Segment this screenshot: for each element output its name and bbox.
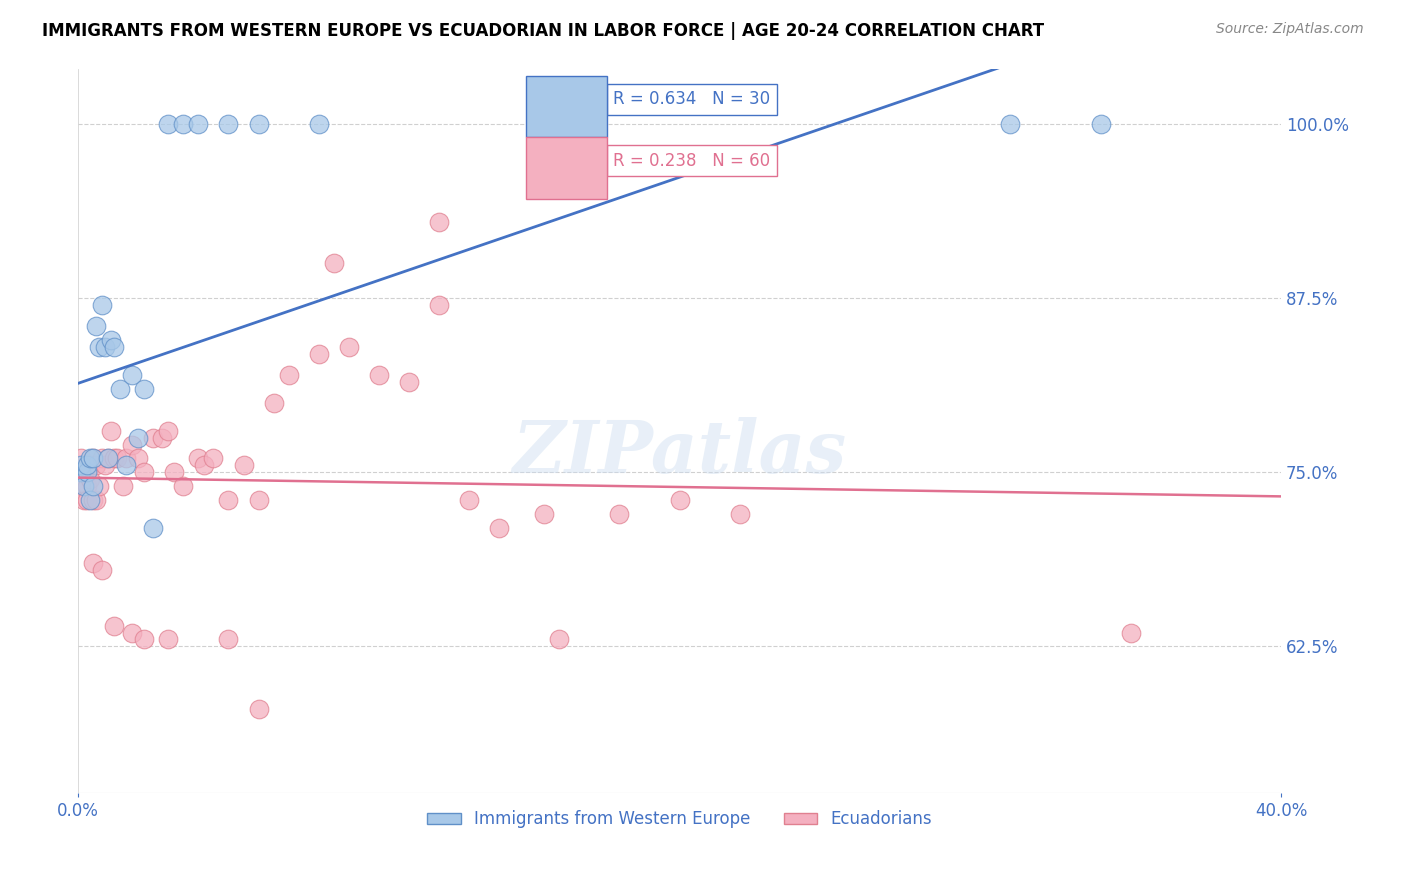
Text: ZIPatlas: ZIPatlas [512, 417, 846, 488]
Point [89, 479, 111, 493]
Point [94, 340, 117, 354]
Point [232, 458, 254, 473]
Point [263, 395, 285, 409]
Point [70, 451, 93, 466]
Text: Source: ZipAtlas.com: Source: ZipAtlas.com [1216, 22, 1364, 37]
Point [84, 319, 107, 334]
Point [488, 521, 510, 535]
Point [82, 479, 104, 493]
Point [82, 556, 104, 570]
FancyBboxPatch shape [526, 76, 607, 137]
Point [91, 451, 114, 466]
Point [163, 466, 186, 480]
Point [115, 451, 138, 466]
Point [187, 451, 209, 466]
Point [217, 632, 239, 647]
Point [73, 479, 96, 493]
Point [308, 117, 330, 131]
Point [103, 340, 125, 354]
Point [70, 479, 93, 493]
Point [533, 507, 555, 521]
Point [202, 451, 225, 466]
Point [73, 466, 96, 480]
Point [103, 618, 125, 632]
Point [728, 507, 751, 521]
Point [134, 382, 156, 396]
Point [1000, 117, 1022, 131]
Point [76, 479, 98, 493]
Point [82, 451, 104, 466]
Point [127, 451, 149, 466]
Point [79, 493, 101, 508]
Point [134, 466, 156, 480]
Point [79, 458, 101, 473]
Point [609, 507, 631, 521]
Point [127, 431, 149, 445]
Point [91, 298, 114, 312]
Point [70, 458, 93, 473]
Point [70, 466, 93, 480]
Point [150, 431, 173, 445]
Point [91, 563, 114, 577]
Point [103, 451, 125, 466]
Point [97, 451, 120, 466]
Point [427, 298, 450, 312]
Point [277, 368, 299, 382]
Point [76, 458, 98, 473]
Point [73, 493, 96, 508]
Point [322, 256, 344, 270]
FancyBboxPatch shape [526, 137, 607, 199]
Point [548, 632, 571, 647]
Point [157, 117, 180, 131]
Point [157, 632, 180, 647]
Text: R = 0.634   N = 30: R = 0.634 N = 30 [613, 90, 770, 108]
Point [247, 493, 270, 508]
Point [172, 117, 194, 131]
Point [217, 117, 239, 131]
Point [157, 424, 180, 438]
Point [1119, 625, 1142, 640]
Point [110, 382, 132, 396]
Point [115, 458, 138, 473]
Point [217, 493, 239, 508]
Point [100, 333, 122, 347]
Point [79, 451, 101, 466]
Point [308, 347, 330, 361]
Point [367, 368, 389, 382]
Point [668, 493, 690, 508]
Point [84, 458, 107, 473]
Point [398, 375, 420, 389]
Point [172, 479, 194, 493]
Point [84, 493, 107, 508]
Point [76, 493, 98, 508]
Point [337, 340, 360, 354]
Point [82, 493, 104, 508]
Point [121, 368, 143, 382]
Point [121, 437, 143, 451]
Text: R = 0.238   N = 60: R = 0.238 N = 60 [613, 152, 770, 169]
Point [1090, 117, 1112, 131]
Point [100, 424, 122, 438]
Point [79, 472, 101, 486]
Point [105, 451, 128, 466]
Text: IMMIGRANTS FROM WESTERN EUROPE VS ECUADORIAN IN LABOR FORCE | AGE 20-24 CORRELAT: IMMIGRANTS FROM WESTERN EUROPE VS ECUADO… [42, 22, 1045, 40]
Point [187, 117, 209, 131]
Legend: Immigrants from Western Europe, Ecuadorians: Immigrants from Western Europe, Ecuadori… [420, 804, 939, 835]
Point [89, 340, 111, 354]
Point [142, 521, 165, 535]
Point [94, 458, 117, 473]
Point [247, 702, 270, 716]
Point [112, 479, 135, 493]
Point [142, 431, 165, 445]
Point [193, 458, 215, 473]
Point [82, 451, 104, 466]
Point [134, 632, 156, 647]
Point [76, 466, 98, 480]
Point [458, 493, 481, 508]
Point [121, 625, 143, 640]
Point [427, 215, 450, 229]
Point [97, 451, 120, 466]
Point [247, 117, 270, 131]
